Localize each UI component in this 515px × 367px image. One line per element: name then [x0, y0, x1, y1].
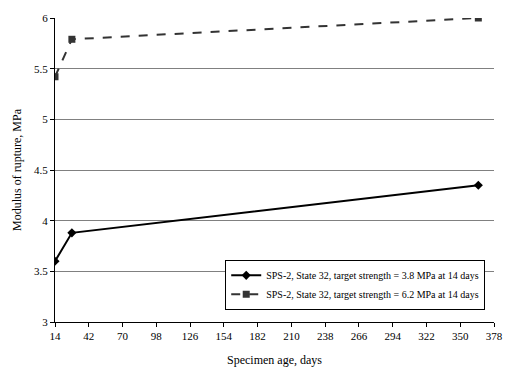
svg-text:70: 70 [117, 330, 129, 342]
svg-text:42: 42 [83, 330, 94, 342]
svg-text:Specimen age, days: Specimen age, days [227, 353, 322, 367]
svg-text:5: 5 [42, 113, 48, 125]
svg-text:3: 3 [42, 316, 48, 328]
svg-text:266: 266 [351, 330, 368, 342]
svg-text:126: 126 [182, 330, 199, 342]
svg-text:SPS-2, State 32, target streng: SPS-2, State 32, target strength = 6.2 M… [266, 289, 478, 300]
svg-text:322: 322 [418, 330, 435, 342]
svg-text:14: 14 [50, 330, 62, 342]
svg-text:294: 294 [384, 330, 401, 342]
svg-text:4: 4 [42, 215, 48, 227]
svg-text:98: 98 [151, 330, 163, 342]
svg-text:378: 378 [486, 330, 503, 342]
svg-text:182: 182 [249, 330, 266, 342]
svg-text:210: 210 [283, 330, 300, 342]
svg-text:350: 350 [452, 330, 469, 342]
svg-text:238: 238 [317, 330, 334, 342]
svg-text:SPS-2, State 32, target streng: SPS-2, State 32, target strength = 3.8 M… [266, 270, 478, 281]
svg-text:6: 6 [42, 12, 48, 24]
svg-text:5.5: 5.5 [34, 63, 48, 75]
svg-text:4.5: 4.5 [34, 164, 48, 176]
svg-text:Modulus of rupture, MPa: Modulus of rupture, MPa [10, 108, 24, 231]
svg-text:3.5: 3.5 [34, 265, 48, 277]
svg-text:154: 154 [216, 330, 233, 342]
